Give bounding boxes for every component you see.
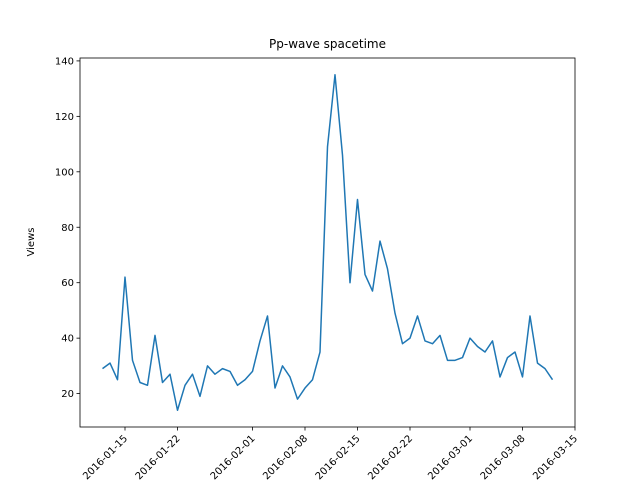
x-tick-label: 2016-01-15 [81, 433, 130, 480]
y-tick-label: 120 [55, 112, 74, 123]
x-tick-label: 2016-03-15 [531, 433, 580, 480]
x-tick-label: 2016-02-15 [314, 433, 363, 480]
y-tick-label: 80 [61, 223, 74, 234]
chart-title: Pp-wave spacetime [269, 37, 386, 51]
y-tick-label: 140 [55, 56, 74, 67]
y-tick-label: 60 [61, 278, 74, 289]
y-tick-label: 40 [61, 334, 74, 345]
y-tick-label: 100 [55, 167, 74, 178]
x-tick-label: 2016-02-08 [261, 433, 310, 480]
y-axis-label: Views [26, 228, 37, 257]
x-tick-label: 2016-03-01 [426, 433, 475, 480]
x-tick-label: 2016-03-08 [479, 433, 528, 480]
plot-frame [79, 57, 576, 428]
y-tick-label: 20 [61, 389, 74, 400]
x-tick-label: 2016-02-22 [366, 433, 415, 480]
x-tick-label: 2016-02-01 [209, 433, 258, 480]
line [102, 74, 554, 411]
x-tick-label: 2016-01-22 [134, 433, 183, 480]
